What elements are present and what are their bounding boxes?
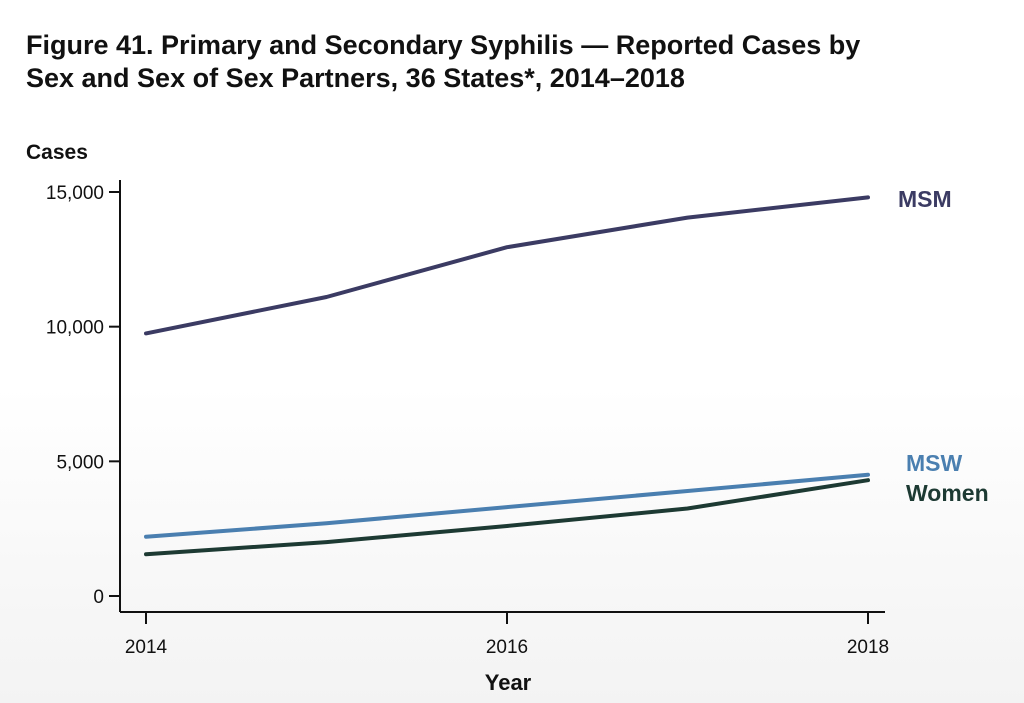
y-tick-label: 0 — [93, 587, 104, 608]
x-axis-label: Year — [485, 670, 532, 695]
series-label-women: Women — [906, 480, 989, 506]
series-label-msm: MSM — [898, 186, 952, 212]
series-line-women — [144, 478, 870, 557]
y-axis-label: Cases — [26, 141, 88, 164]
y-tick-label: 10,000 — [46, 318, 104, 339]
series-label-msw: MSW — [906, 450, 963, 476]
x-tick-label: 2014 — [125, 637, 168, 658]
x-tick-label: 2016 — [486, 637, 528, 658]
axes: 0 5,000 10,000 15,000 2014 2016 2018 — [46, 180, 889, 658]
y-tick-label: 15,000 — [46, 183, 104, 204]
series-line-msw — [144, 472, 870, 539]
plot-area: MSM MSW Women — [144, 186, 989, 557]
x-tick-label: 2018 — [847, 637, 889, 658]
series-line-msm — [144, 195, 870, 336]
chart-title-line-2: Sex and Sex of Sex Partners, 36 States*,… — [26, 63, 685, 93]
y-tick-label: 5,000 — [56, 452, 104, 473]
chart-title-line-1: Figure 41. Primary and Secondary Syphili… — [26, 30, 860, 60]
